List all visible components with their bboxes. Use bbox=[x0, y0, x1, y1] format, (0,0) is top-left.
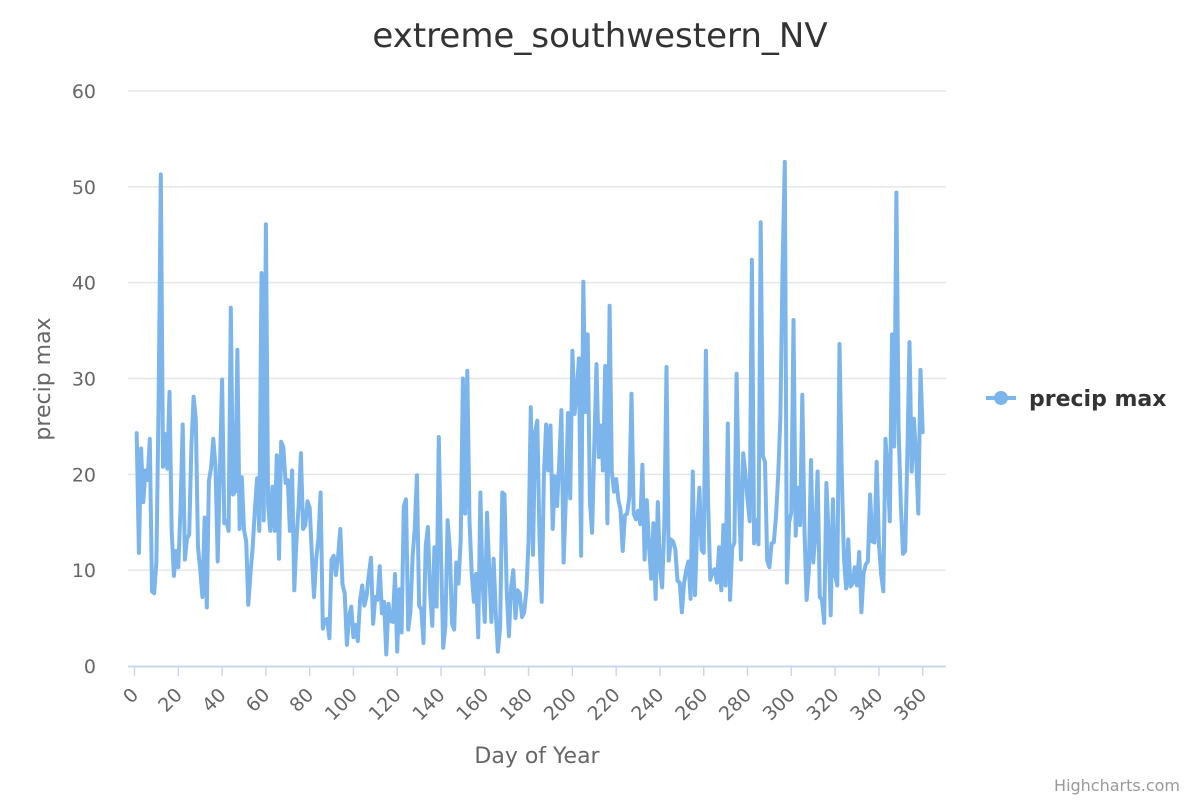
series-line[interactable] bbox=[134, 159, 925, 657]
y-axis-labels: 0 10 20 30 40 50 60 bbox=[72, 81, 96, 678]
x-axis-title: Day of Year bbox=[474, 744, 600, 769]
credits-link[interactable]: Highcharts.com bbox=[1054, 776, 1180, 795]
y-tick-label: 30 bbox=[72, 369, 96, 391]
y-tick-label: 20 bbox=[72, 464, 96, 486]
chart-title: extreme_southwestern_NV bbox=[372, 16, 827, 56]
series-group bbox=[134, 159, 925, 657]
legend-marker-icon bbox=[994, 391, 1008, 405]
legend-label: precip max bbox=[1029, 387, 1166, 412]
y-tick-label: 50 bbox=[72, 177, 96, 199]
y-axis-title: precip max bbox=[31, 317, 56, 440]
y-tick-label: 0 bbox=[84, 656, 96, 678]
y-tick-label: 60 bbox=[72, 81, 96, 103]
y-tick-label: 40 bbox=[72, 273, 96, 295]
legend-item[interactable]: precip max bbox=[986, 387, 1166, 412]
y-tick-label: 10 bbox=[72, 560, 96, 582]
